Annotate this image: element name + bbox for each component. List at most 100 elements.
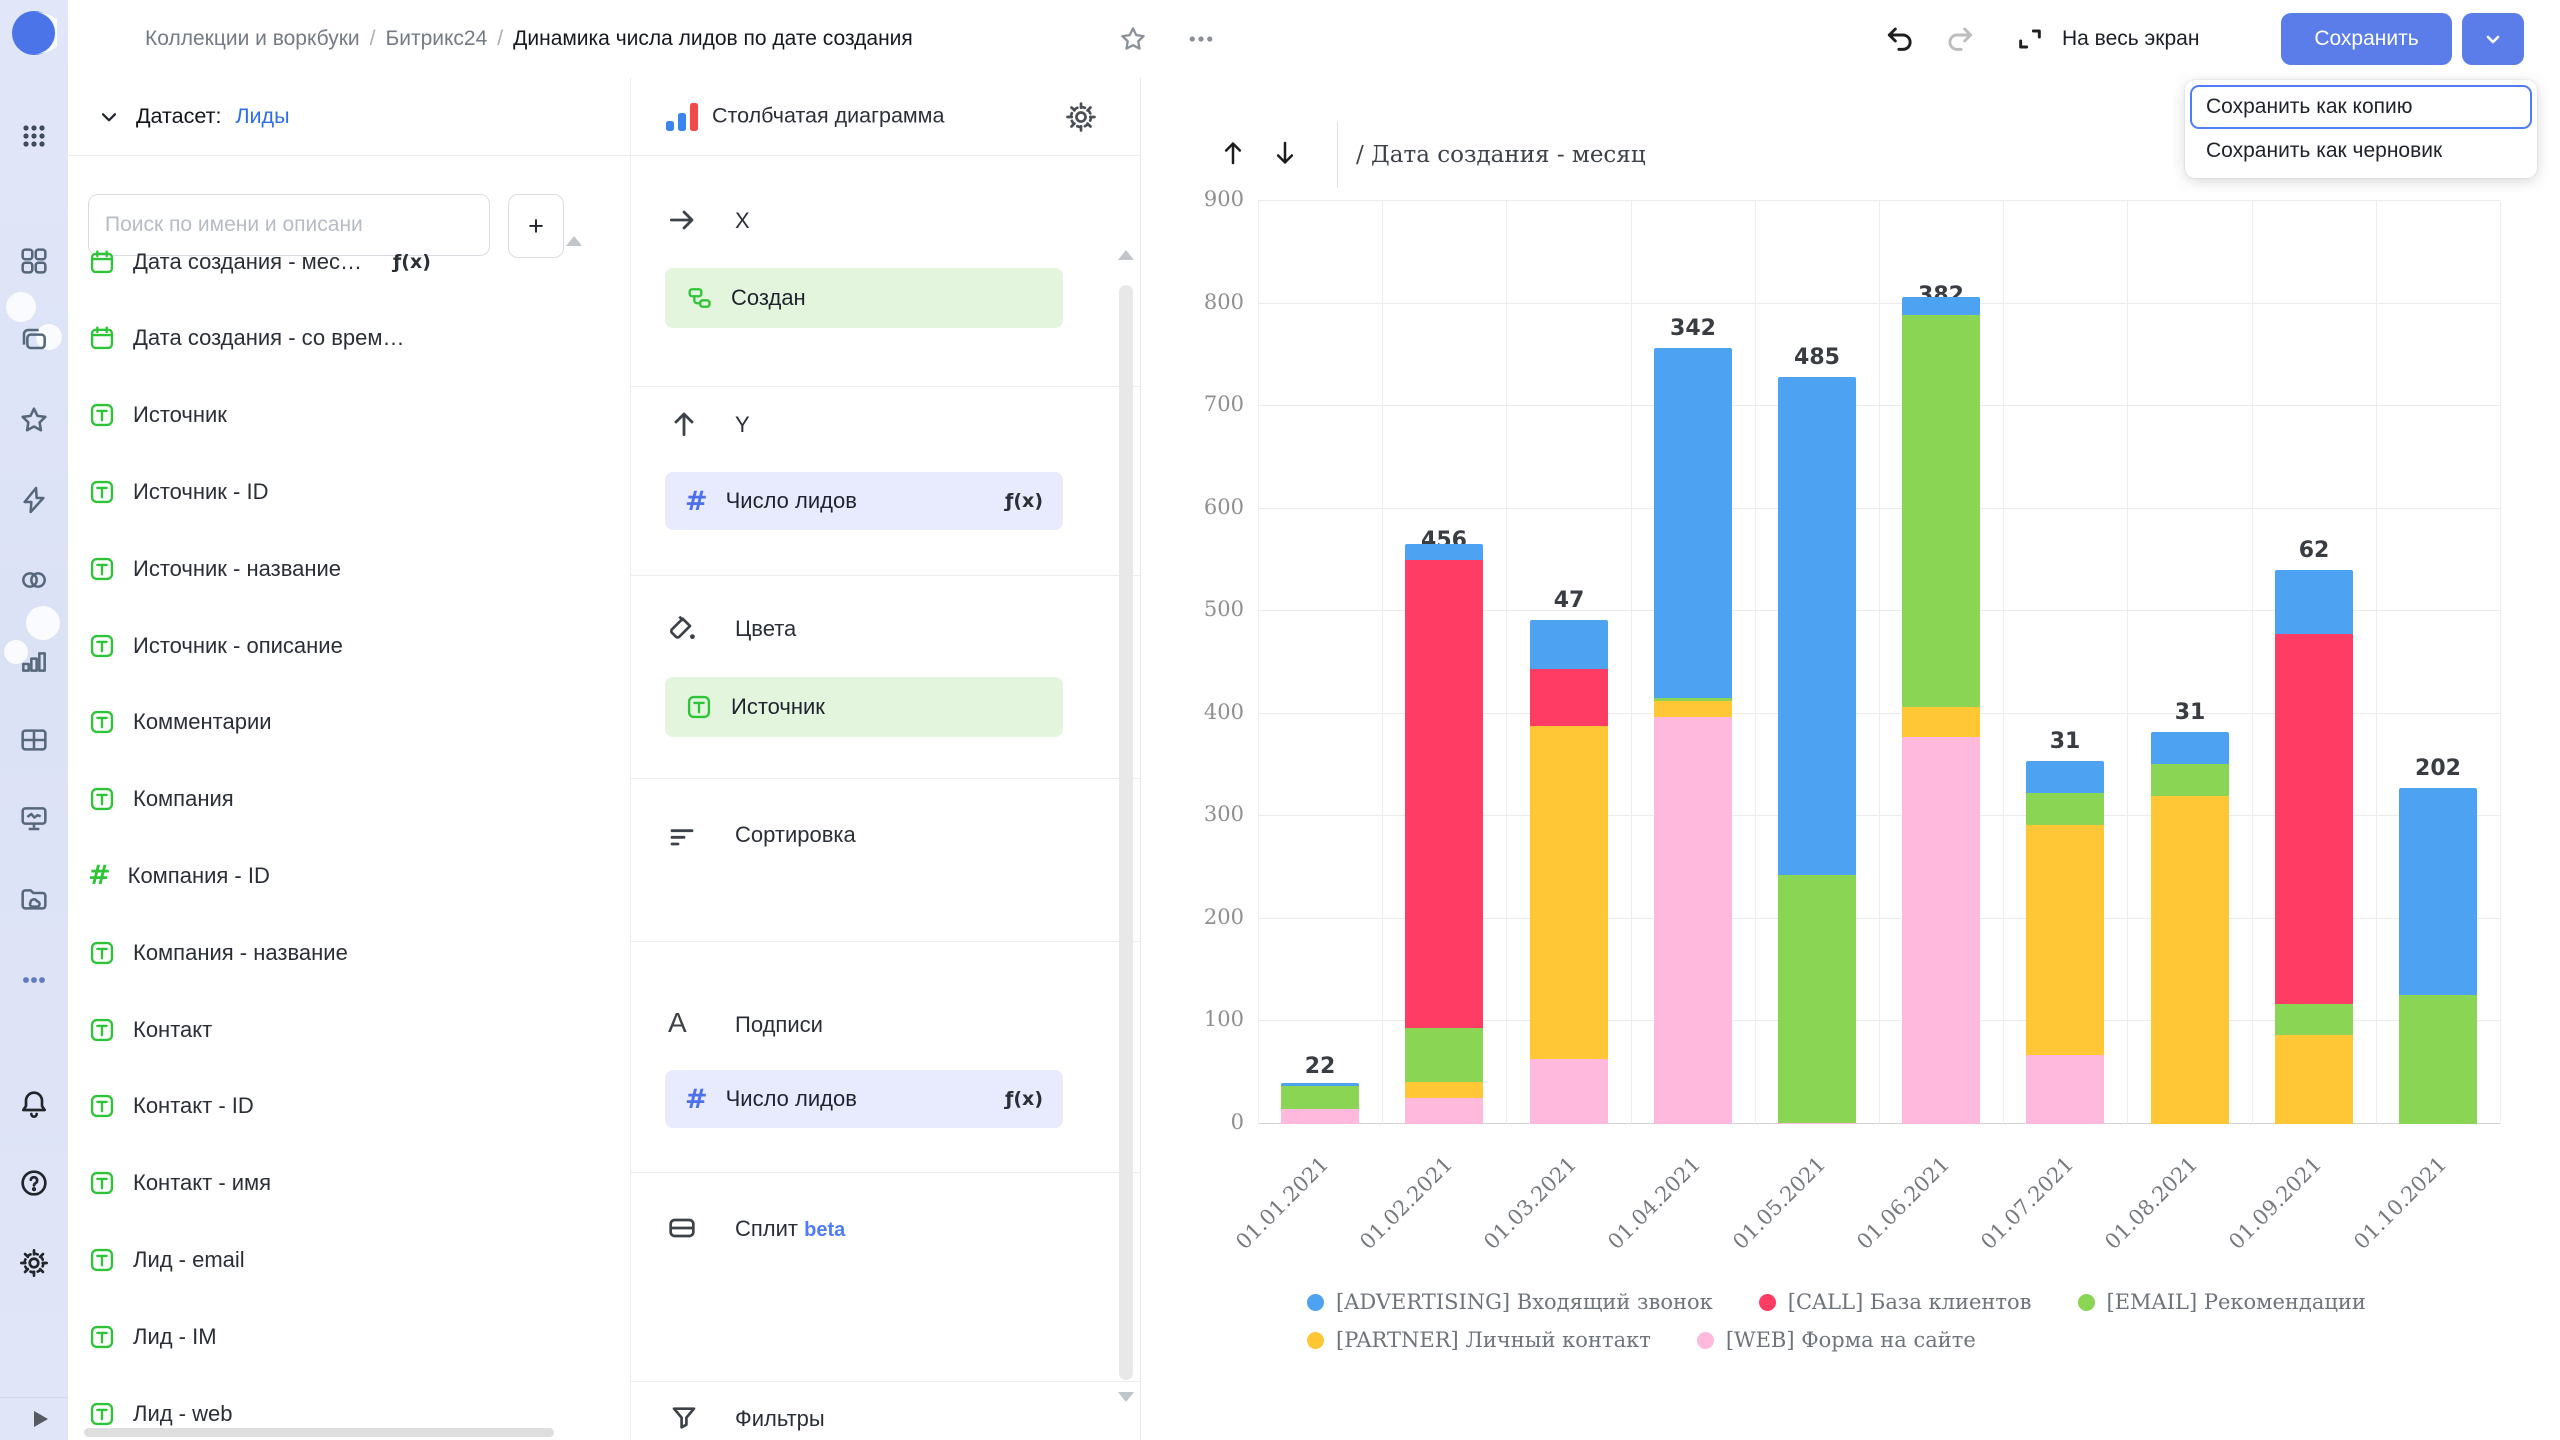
bar-segment-advertising[interactable] xyxy=(1902,297,1980,315)
save-button[interactable]: Сохранить xyxy=(2281,13,2452,65)
dataset-field-row[interactable]: Источник - название xyxy=(88,530,608,607)
bar-segment-call[interactable] xyxy=(1530,668,1608,727)
bar-segment-call[interactable] xyxy=(2275,633,2353,1005)
dataset-field-row[interactable]: Комментарии xyxy=(88,684,608,761)
bar-segment-advertising[interactable] xyxy=(1654,347,1732,699)
bar-segment-advertising[interactable] xyxy=(1778,377,1856,875)
chevron-down-icon[interactable] xyxy=(96,104,122,130)
dataset-field-row[interactable]: Компания xyxy=(88,761,608,838)
dataset-field-row[interactable]: Источник - описание xyxy=(88,607,608,684)
bar-segment-partner[interactable] xyxy=(2151,795,2229,1124)
bar-segment-email[interactable] xyxy=(2399,994,2477,1124)
dataset-field-row[interactable]: Контакт - ID xyxy=(88,1068,608,1145)
dataset-field-row[interactable]: Контакт - имя xyxy=(88,1145,608,1222)
datalens-logo[interactable] xyxy=(11,10,57,56)
legend-item-email[interactable]: [EMAIL] Рекомендации xyxy=(2077,1290,2366,1314)
bar-segment-web[interactable] xyxy=(1654,716,1732,1124)
bar-segment-advertising[interactable] xyxy=(1530,620,1608,669)
entry-more-icon[interactable] xyxy=(1186,24,1216,54)
bar-segment-partner[interactable] xyxy=(1654,701,1732,717)
breadcrumb-item[interactable]: Битрикс24 xyxy=(385,27,488,50)
bar-segment-email[interactable] xyxy=(1902,314,1980,707)
bar-segment-email[interactable] xyxy=(2026,792,2104,825)
bar-segment-email[interactable] xyxy=(1654,698,1732,702)
config-scroll-up-icon[interactable] xyxy=(1118,250,1134,260)
fullscreen-button[interactable]: На весь экран xyxy=(2062,27,2200,50)
breadcrumb-item[interactable]: Коллекции и воркбуки xyxy=(145,27,360,50)
bar-segment-partner[interactable] xyxy=(1405,1081,1483,1099)
list-scroll-up-icon[interactable] xyxy=(566,236,582,246)
help-icon[interactable] xyxy=(18,1167,50,1199)
collections-icon[interactable] xyxy=(18,245,50,277)
bar-segment-email[interactable] xyxy=(1405,1027,1483,1082)
config-scroll-down-icon[interactable] xyxy=(1118,1392,1134,1402)
bar-segment-web[interactable] xyxy=(1281,1108,1359,1124)
notifications-bell-icon[interactable] xyxy=(18,1088,50,1120)
apps-grid-icon[interactable] xyxy=(19,121,49,151)
workbooks-icon[interactable] xyxy=(18,324,50,356)
dataset-field-row[interactable]: Дата создания - мес… ƒ(x) xyxy=(88,223,608,300)
legend-item-web[interactable]: [WEB] Форма на сайте xyxy=(1696,1328,1976,1352)
settings-gear-icon[interactable] xyxy=(18,1247,50,1279)
dataset-field-row[interactable]: Источник - ID xyxy=(88,453,608,530)
bar-segment-advertising[interactable] xyxy=(1405,543,1483,560)
storage-folder-icon[interactable] xyxy=(18,883,50,915)
chart-type-selector[interactable]: Столбчатая диаграмма xyxy=(712,103,945,128)
connections-icon[interactable] xyxy=(18,564,50,596)
bar-segment-web[interactable] xyxy=(1530,1059,1608,1124)
dataset-field-row[interactable]: Источник xyxy=(88,377,608,454)
bar-segment-advertising[interactable] xyxy=(2275,570,2353,634)
dataset-horizontal-scrollbar[interactable] xyxy=(84,1428,554,1437)
colors-field-pill[interactable]: Источник xyxy=(665,677,1063,737)
add-field-button[interactable]: + xyxy=(508,194,564,258)
dataset-field-row[interactable]: Лид - IM xyxy=(88,1298,608,1375)
bar-segment-advertising[interactable] xyxy=(2151,732,2229,765)
bar-segment-call[interactable] xyxy=(1405,559,1483,1028)
legend-item-advertising[interactable]: [ADVERTISING] Входящий звонок xyxy=(1307,1290,1713,1314)
favorite-star-icon[interactable] xyxy=(1118,24,1148,54)
bar-segment-email[interactable] xyxy=(1281,1086,1359,1109)
chart-settings-gear-icon[interactable] xyxy=(1064,100,1098,134)
sort-ascending-button[interactable] xyxy=(1216,136,1250,170)
dashboards-icon[interactable] xyxy=(18,803,50,835)
dataset-field-row[interactable]: # Компания - ID xyxy=(88,837,608,914)
redo-icon[interactable] xyxy=(1944,23,1976,55)
undo-icon[interactable] xyxy=(1884,23,1916,55)
bar-segment-partner[interactable] xyxy=(1902,706,1980,738)
charts-icon[interactable] xyxy=(18,644,50,676)
dataset-field-row[interactable]: Контакт xyxy=(88,991,608,1068)
bar-segment-partner[interactable] xyxy=(1530,726,1608,1060)
tables-icon[interactable] xyxy=(18,724,50,756)
bar-segment-partner[interactable] xyxy=(2026,824,2104,1056)
dataset-field-row[interactable]: Дата создания - со врем… xyxy=(88,300,608,377)
fullscreen-icon[interactable] xyxy=(2014,23,2046,55)
bar-segment-web[interactable] xyxy=(1902,737,1980,1124)
bar-segment-advertising[interactable] xyxy=(1281,1083,1359,1087)
breadcrumb-item[interactable]: Динамика числа лидов по дате создания xyxy=(513,27,913,50)
bar-segment-email[interactable] xyxy=(2151,764,2229,796)
quick-actions-icon[interactable] xyxy=(18,484,50,516)
x-field-pill[interactable]: Создан xyxy=(665,268,1063,328)
y-field-pill[interactable]: # Число лидов ƒ(x) xyxy=(665,472,1063,530)
more-icon[interactable] xyxy=(18,964,50,996)
dataset-field-row[interactable]: Компания - название xyxy=(88,914,608,991)
bar-segment-partner[interactable] xyxy=(2275,1034,2353,1124)
breadcrumb[interactable]: Коллекции и воркбуки / Битрикс24 / Динамика … xyxy=(145,0,913,78)
config-scrollbar[interactable] xyxy=(1119,285,1133,1380)
save-options-chevron-button[interactable] xyxy=(2462,13,2524,65)
dataset-name-link[interactable]: Лиды xyxy=(235,104,290,128)
bar-segment-advertising[interactable] xyxy=(2026,760,2104,793)
bar-segment-web[interactable] xyxy=(2026,1055,2104,1124)
labels-field-pill[interactable]: # Число лидов ƒ(x) xyxy=(665,1070,1063,1128)
legend-item-call[interactable]: [CALL] База клиентов xyxy=(1758,1290,2032,1314)
expand-sidebar-icon[interactable] xyxy=(30,1409,50,1429)
bar-segment-advertising[interactable] xyxy=(2399,787,2477,995)
legend-item-partner[interactable]: [PARTNER] Личный контакт xyxy=(1307,1328,1651,1352)
sort-descending-button[interactable] xyxy=(1268,136,1302,170)
bar-segment-web[interactable] xyxy=(1405,1098,1483,1124)
dataset-field-row[interactable]: Лид - email xyxy=(88,1221,608,1298)
save-menu-item[interactable]: Сохранить как черновик xyxy=(2206,139,2443,162)
bar-segment-web[interactable] xyxy=(1778,1122,1856,1124)
save-menu-item[interactable]: Сохранить как копию xyxy=(2190,85,2532,129)
dataset-field-row[interactable]: Лид - web xyxy=(88,1375,608,1440)
